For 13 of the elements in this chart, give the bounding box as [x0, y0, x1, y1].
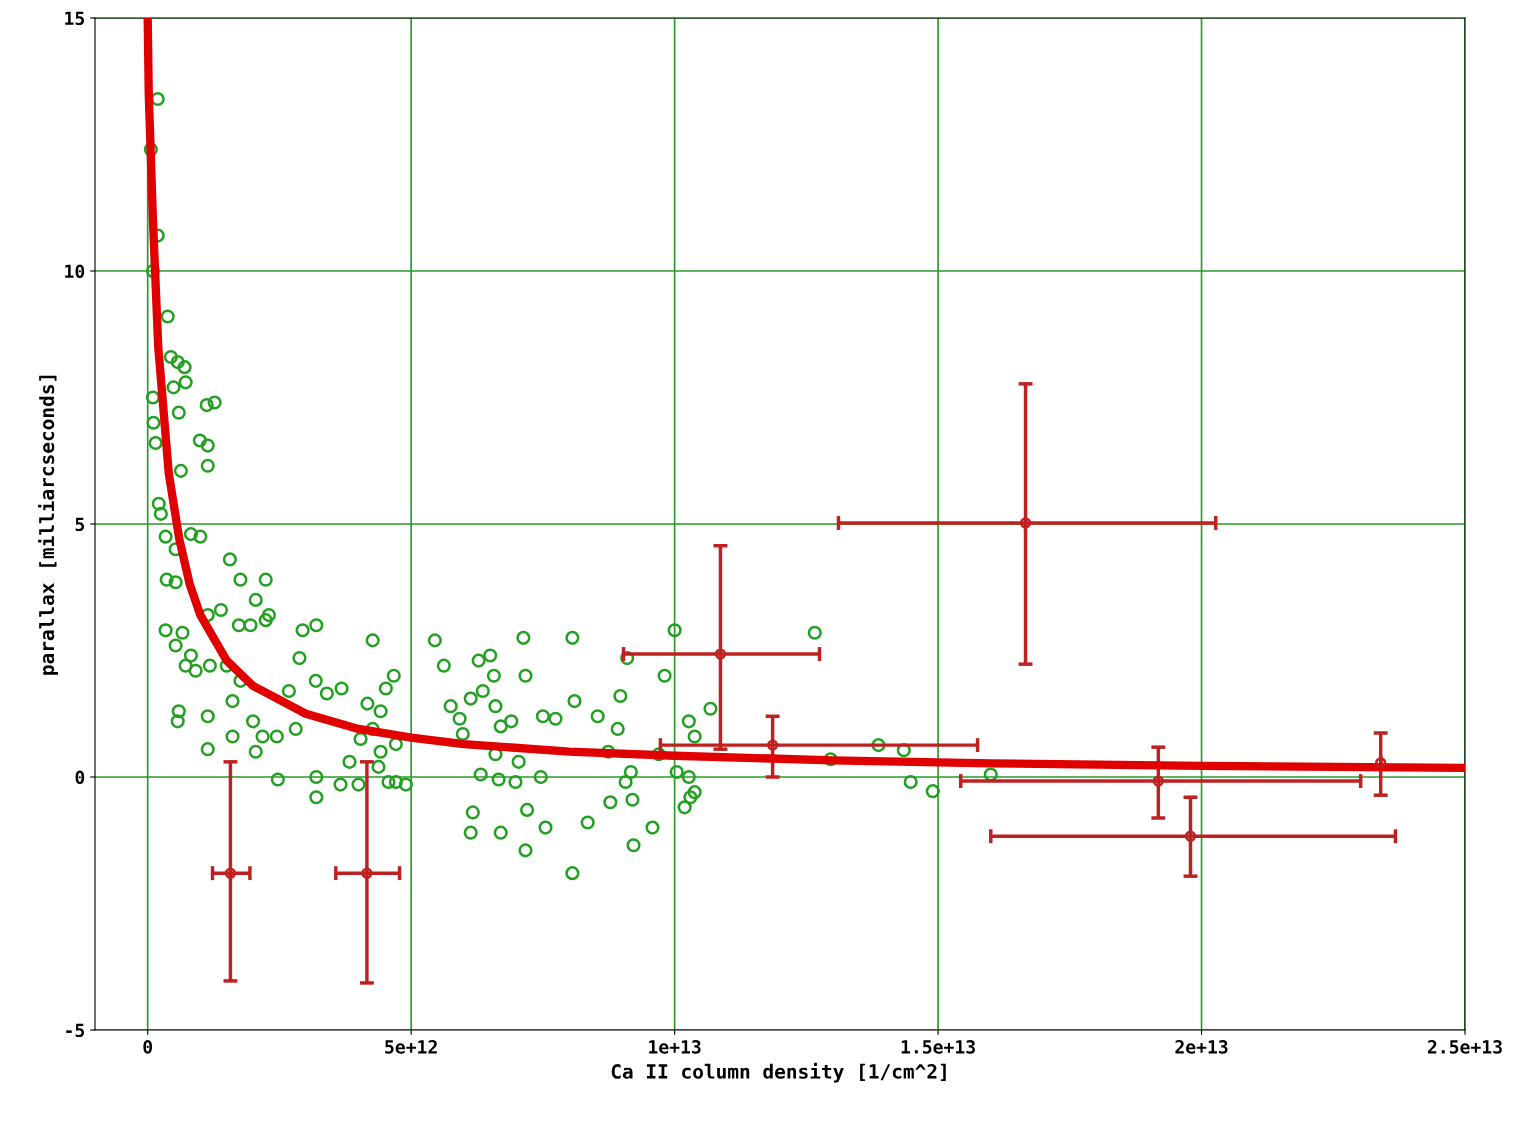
y-tick-label: 5 — [75, 517, 85, 532]
y-tick-label: 10 — [65, 264, 85, 279]
y-tick-label: 0 — [75, 770, 85, 785]
y-tick-label: 15 — [65, 11, 85, 26]
x-tick-label: 5e+12 — [385, 1040, 437, 1054]
y-axis-title: parallax [milliarcseconds] — [38, 375, 58, 675]
x-tick-label: 1e+13 — [649, 1040, 701, 1054]
x-axis-title: Ca II column density [1/cm^2] — [611, 1062, 946, 1083]
x-tick-label: 1.5e+13 — [901, 1040, 975, 1054]
y-tick-label: -5 — [66, 1023, 85, 1038]
x-tick-label: 2.5e+13 — [1427, 1040, 1502, 1054]
x-tick-label: 2e+13 — [1175, 1040, 1228, 1054]
x-tick-label: 0 — [143, 1040, 153, 1054]
